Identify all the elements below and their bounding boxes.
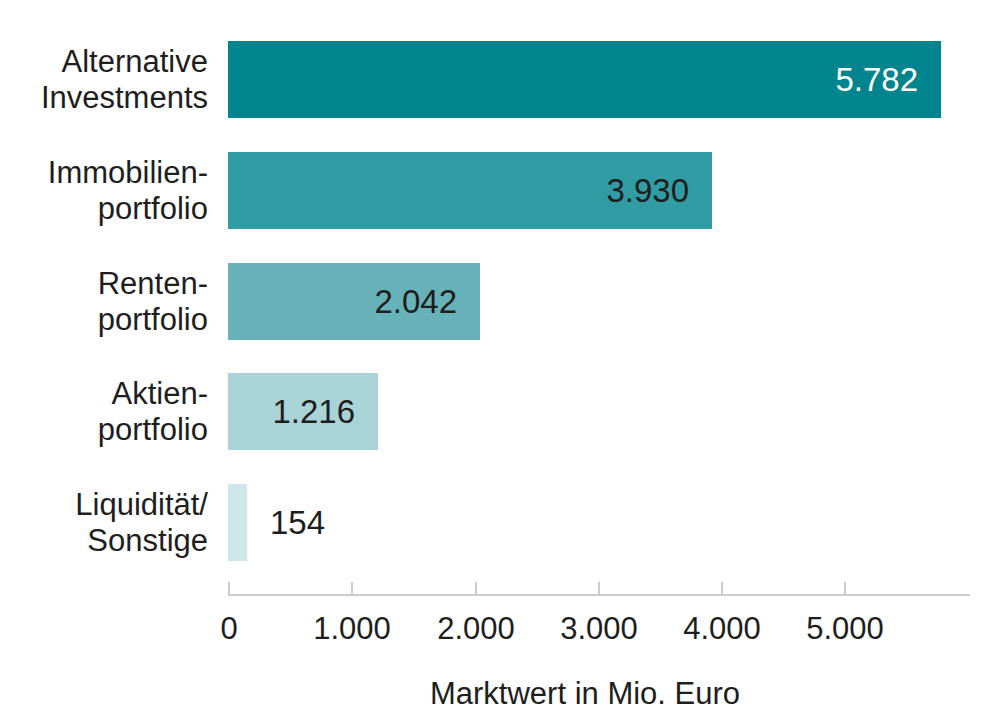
x-axis-line: [228, 594, 970, 596]
bar-segment: [228, 484, 247, 561]
tick-mark: [228, 582, 230, 594]
tick-label: 1.000: [313, 611, 391, 647]
value-label: 5.782: [835, 61, 918, 99]
x-axis-title: Marktwert in Mio. Euro: [430, 676, 740, 712]
category-label: Renten- portfolio: [0, 266, 208, 338]
tick-label: 2.000: [437, 611, 515, 647]
tick-label: 0: [220, 611, 237, 647]
tick-label: 5.000: [806, 611, 884, 647]
value-label: 3.930: [606, 172, 689, 210]
value-label: 154: [270, 504, 325, 542]
category-label: Immobilien- portfolio: [0, 155, 208, 227]
category-label: Liquidität/ Sonstige: [0, 487, 208, 559]
bar-segment: [228, 41, 941, 118]
tick-mark: [475, 582, 477, 594]
tick-mark: [598, 582, 600, 594]
portfolio-bar-chart: Alternative Investments 5.782 Immobilien- …: [0, 0, 990, 722]
value-label: 1.216: [272, 393, 355, 431]
tick-label: 3.000: [560, 611, 638, 647]
tick-mark: [351, 582, 353, 594]
value-label: 2.042: [374, 283, 457, 321]
category-label: Alternative Investments: [0, 44, 208, 116]
tick-mark: [844, 582, 846, 594]
tick-mark: [721, 582, 723, 594]
tick-label: 4.000: [683, 611, 761, 647]
category-label: Aktien- portfolio: [0, 376, 208, 448]
